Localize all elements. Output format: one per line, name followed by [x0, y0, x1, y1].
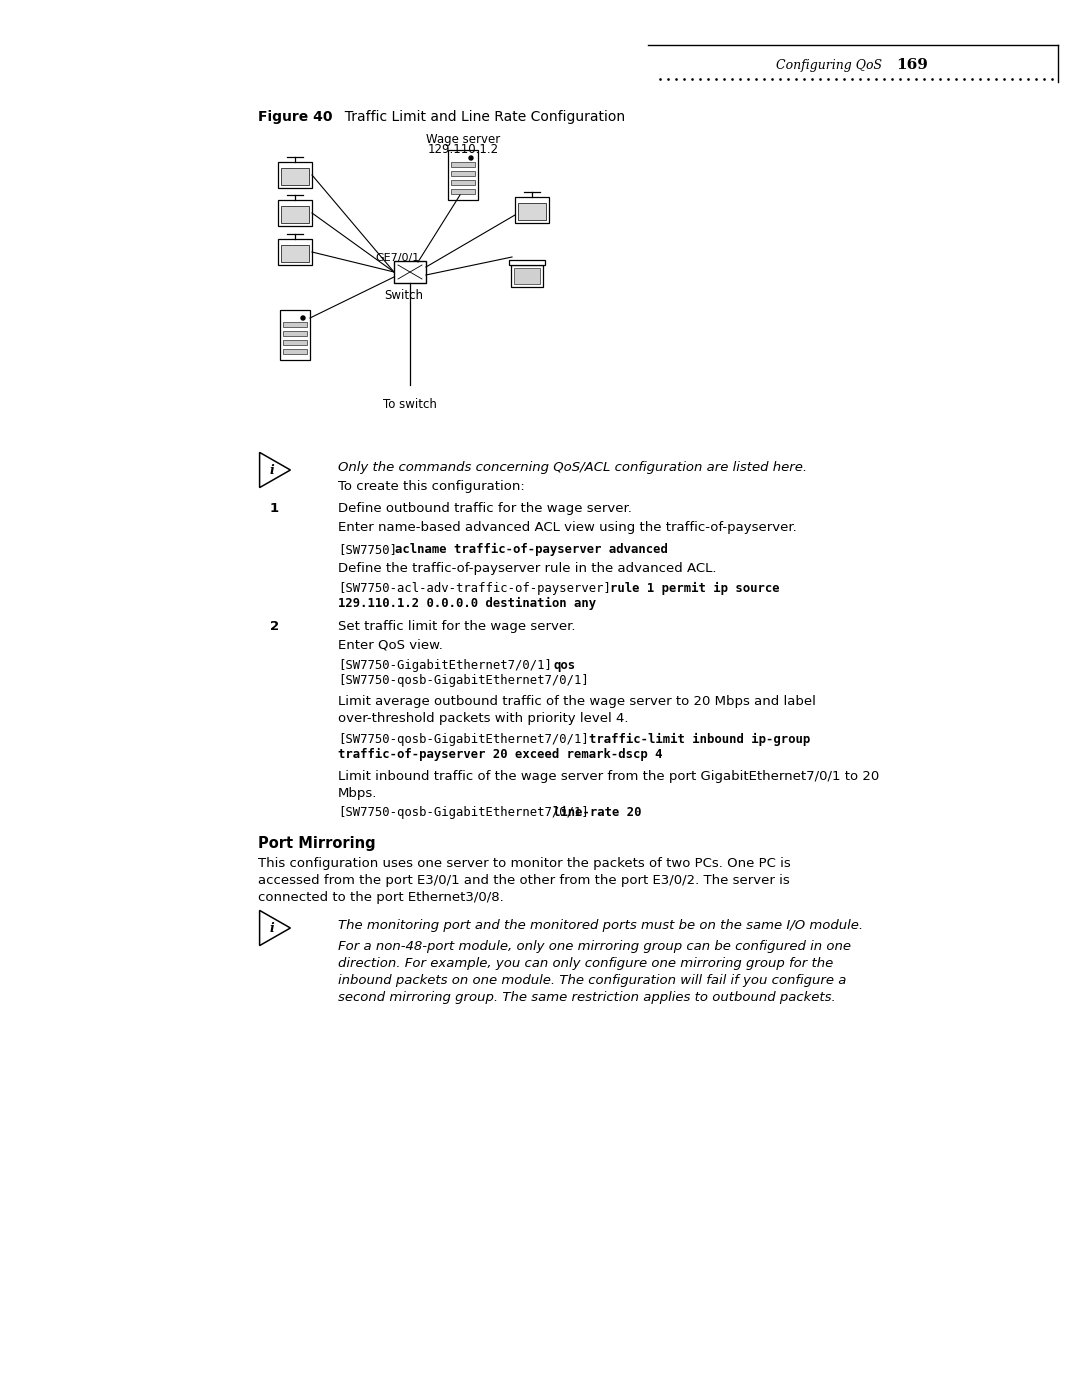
- Text: [SW7750]: [SW7750]: [338, 543, 397, 556]
- Text: qos: qos: [553, 659, 576, 672]
- Text: GE7/0/1: GE7/0/1: [375, 253, 419, 263]
- Bar: [394, 261, 426, 284]
- Text: i: i: [269, 922, 274, 935]
- Bar: [280, 310, 310, 360]
- Bar: [451, 170, 475, 176]
- Text: inbound packets on one module. The configuration will fail if you configure a: inbound packets on one module. The confi…: [338, 974, 847, 988]
- Bar: [518, 203, 546, 219]
- Text: connected to the port Ethernet3/0/8.: connected to the port Ethernet3/0/8.: [258, 891, 503, 904]
- Text: [SW7750-qosb-GigabitEthernet7/0/1]: [SW7750-qosb-GigabitEthernet7/0/1]: [338, 733, 589, 746]
- Text: 129.110.1.2 0.0.0.0 destination any: 129.110.1.2 0.0.0.0 destination any: [338, 597, 596, 610]
- Bar: [509, 260, 545, 265]
- Text: Limit inbound traffic of the wage server from the port GigabitEthernet7/0/1 to 2: Limit inbound traffic of the wage server…: [338, 770, 879, 782]
- Text: The monitoring port and the monitored ports must be on the same I/O module.: The monitoring port and the monitored po…: [338, 919, 863, 932]
- Text: 1: 1: [270, 502, 279, 515]
- Bar: [283, 349, 307, 353]
- Text: accessed from the port E3/0/1 and the other from the port E3/0/2. The server is: accessed from the port E3/0/1 and the ot…: [258, 875, 789, 887]
- Text: Wage server: Wage server: [426, 133, 500, 147]
- Bar: [281, 244, 309, 263]
- Text: Set traffic limit for the wage server.: Set traffic limit for the wage server.: [338, 620, 576, 633]
- Text: Switch: Switch: [384, 289, 423, 302]
- Bar: [283, 339, 307, 345]
- Text: [SW7750-qosb-GigabitEthernet7/0/1]: [SW7750-qosb-GigabitEthernet7/0/1]: [338, 806, 589, 819]
- Bar: [451, 189, 475, 194]
- Text: over-threshold packets with priority level 4.: over-threshold packets with priority lev…: [338, 712, 629, 725]
- Text: Define the traffic-of-payserver rule in the advanced ACL.: Define the traffic-of-payserver rule in …: [338, 562, 716, 576]
- Bar: [278, 200, 312, 226]
- Text: [SW7750-GigabitEthernet7/0/1]: [SW7750-GigabitEthernet7/0/1]: [338, 659, 552, 672]
- Text: 129.110.1.2: 129.110.1.2: [428, 142, 499, 156]
- Bar: [283, 331, 307, 337]
- Text: second mirroring group. The same restriction applies to outbound packets.: second mirroring group. The same restric…: [338, 990, 836, 1004]
- Text: traffic-of-payserver 20 exceed remark-dscp 4: traffic-of-payserver 20 exceed remark-ds…: [338, 747, 662, 761]
- Bar: [511, 265, 543, 286]
- Bar: [515, 197, 549, 224]
- Text: [SW7750-qosb-GigabitEthernet7/0/1]: [SW7750-qosb-GigabitEthernet7/0/1]: [338, 673, 589, 687]
- Text: traffic-limit inbound ip-group: traffic-limit inbound ip-group: [589, 733, 810, 746]
- Text: Enter QoS view.: Enter QoS view.: [338, 638, 443, 652]
- Text: 2: 2: [270, 620, 279, 633]
- Circle shape: [469, 156, 473, 161]
- Text: For a non-48-port module, only one mirroring group can be configured in one: For a non-48-port module, only one mirro…: [338, 940, 851, 953]
- Bar: [278, 162, 312, 189]
- Text: line-rate 20: line-rate 20: [553, 806, 642, 819]
- Bar: [514, 268, 540, 284]
- Text: Traffic Limit and Line Rate Configuration: Traffic Limit and Line Rate Configuratio…: [336, 110, 625, 124]
- Bar: [451, 162, 475, 168]
- Bar: [278, 239, 312, 265]
- Polygon shape: [259, 453, 291, 488]
- Text: Port Mirroring: Port Mirroring: [258, 835, 376, 851]
- Text: rule 1 permit ip source: rule 1 permit ip source: [610, 583, 780, 595]
- Bar: [283, 321, 307, 327]
- Text: 169: 169: [896, 59, 928, 73]
- Text: direction. For example, you can only configure one mirroring group for the: direction. For example, you can only con…: [338, 957, 834, 970]
- Polygon shape: [259, 911, 291, 946]
- Bar: [281, 168, 309, 184]
- Text: To switch: To switch: [383, 398, 437, 411]
- Text: Only the commands concerning QoS/ACL configuration are listed here.: Only the commands concerning QoS/ACL con…: [338, 461, 807, 474]
- Bar: [448, 149, 478, 200]
- Text: This configuration uses one server to monitor the packets of two PCs. One PC is: This configuration uses one server to mo…: [258, 856, 791, 870]
- Bar: [281, 205, 309, 224]
- Text: [SW7750-acl-adv-traffic-of-payserver]: [SW7750-acl-adv-traffic-of-payserver]: [338, 583, 611, 595]
- Text: To create this configuration:: To create this configuration:: [338, 481, 525, 493]
- Bar: [451, 180, 475, 184]
- Text: Configuring QoS: Configuring QoS: [775, 59, 882, 71]
- Text: Limit average outbound traffic of the wage server to 20 Mbps and label: Limit average outbound traffic of the wa…: [338, 694, 815, 708]
- Text: aclname traffic-of-payserver advanced: aclname traffic-of-payserver advanced: [395, 543, 667, 556]
- Text: Define outbound traffic for the wage server.: Define outbound traffic for the wage ser…: [338, 502, 632, 515]
- Text: Figure 40: Figure 40: [258, 110, 333, 124]
- Text: Enter name-based advanced ACL view using the traffic-of-payserver.: Enter name-based advanced ACL view using…: [338, 521, 797, 534]
- Text: Mbps.: Mbps.: [338, 787, 377, 800]
- Circle shape: [301, 316, 305, 320]
- Text: i: i: [269, 464, 274, 476]
